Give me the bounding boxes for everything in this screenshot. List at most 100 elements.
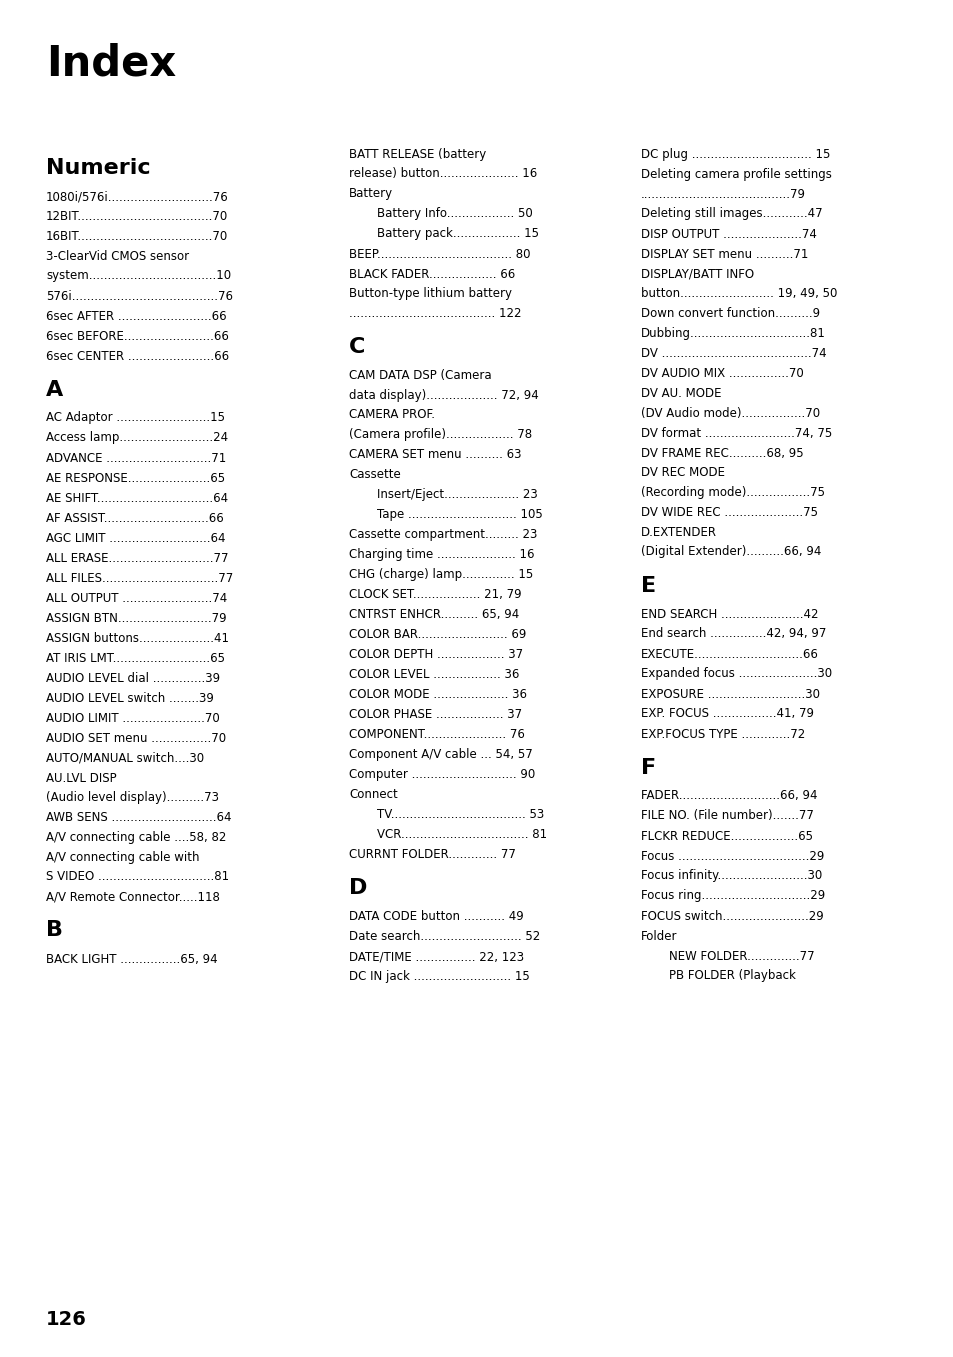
Text: 576i.......................................76: 576i....................................…	[46, 289, 233, 303]
Text: A/V connecting cable ....58, 82: A/V connecting cable ....58, 82	[46, 830, 226, 844]
Text: AE SHIFT...............................64: AE SHIFT...............................6…	[46, 491, 228, 505]
Text: BLACK FADER.................. 66: BLACK FADER.................. 66	[349, 267, 515, 281]
Text: C: C	[349, 337, 365, 357]
Text: DISPLAY SET menu ..........71: DISPLAY SET menu ..........71	[640, 247, 807, 261]
Text: EXPOSURE ..........................30: EXPOSURE ..........................30	[640, 688, 820, 700]
Text: B: B	[46, 920, 63, 940]
Text: 12BIT....................................70: 12BIT...................................…	[46, 210, 228, 223]
Text: BEEP.................................... 80: BEEP....................................…	[349, 247, 530, 261]
Text: AUTO/MANUAL switch....30: AUTO/MANUAL switch....30	[46, 752, 204, 764]
Text: 126: 126	[46, 1310, 87, 1329]
Text: Insert/Eject.................... 23: Insert/Eject.................... 23	[376, 489, 537, 501]
Text: DV AUDIO MIX ................70: DV AUDIO MIX ................70	[640, 366, 803, 380]
Text: COLOR DEPTH .................. 37: COLOR DEPTH .................. 37	[349, 649, 522, 661]
Text: Charging time ..................... 16: Charging time ..................... 16	[349, 548, 534, 560]
Text: DV ........................................74: DV .....................................…	[640, 347, 825, 360]
Text: COMPONENT...................... 76: COMPONENT...................... 76	[349, 727, 524, 741]
Text: DV REC MODE: DV REC MODE	[640, 467, 724, 479]
Text: ADVANCE ............................71: ADVANCE ............................71	[46, 452, 226, 464]
Text: DISP OUTPUT .....................74: DISP OUTPUT .....................74	[640, 228, 816, 240]
Text: AF ASSIST............................66: AF ASSIST............................66	[46, 512, 224, 525]
Text: Index: Index	[46, 42, 176, 84]
Text: A: A	[46, 380, 63, 399]
Text: DV WIDE REC .....................75: DV WIDE REC .....................75	[640, 506, 817, 518]
Text: release) button..................... 16: release) button..................... 16	[349, 167, 537, 180]
Text: AT IRIS LMT..........................65: AT IRIS LMT..........................65	[46, 651, 225, 665]
Text: End search ...............42, 94, 97: End search ...............42, 94, 97	[640, 627, 825, 641]
Text: (Recording mode).................75: (Recording mode).................75	[640, 486, 824, 499]
Text: ASSIGN buttons....................41: ASSIGN buttons....................41	[46, 631, 229, 645]
Text: Focus ...................................29: Focus ..................................…	[640, 849, 823, 863]
Text: CLOCK SET.................. 21, 79: CLOCK SET.................. 21, 79	[349, 588, 521, 601]
Text: AC Adaptor .........................15: AC Adaptor .........................15	[46, 411, 225, 425]
Text: DV format ........................74, 75: DV format ........................74, 75	[640, 426, 831, 440]
Text: Focus infinity........................30: Focus infinity........................30	[640, 870, 821, 882]
Text: EXP.FOCUS TYPE .............72: EXP.FOCUS TYPE .............72	[640, 727, 804, 741]
Text: (Audio level display)..........73: (Audio level display)..........73	[46, 791, 219, 803]
Text: data display)................... 72, 94: data display)................... 72, 94	[349, 388, 538, 402]
Text: (Digital Extender)..........66, 94: (Digital Extender)..........66, 94	[640, 546, 821, 559]
Text: AUDIO LEVEL switch ........39: AUDIO LEVEL switch ........39	[46, 692, 213, 704]
Text: DV FRAME REC..........68, 95: DV FRAME REC..........68, 95	[640, 446, 802, 460]
Text: CHG (charge) lamp.............. 15: CHG (charge) lamp.............. 15	[349, 569, 533, 581]
Text: AWB SENS ............................64: AWB SENS ............................64	[46, 811, 232, 824]
Text: 6sec AFTER .........................66: 6sec AFTER .........................66	[46, 309, 227, 323]
Text: Folder: Folder	[640, 930, 677, 943]
Text: COLOR MODE .................... 36: COLOR MODE .................... 36	[349, 688, 526, 702]
Text: CURRNT FOLDER............. 77: CURRNT FOLDER............. 77	[349, 848, 516, 860]
Text: AGC LIMIT ...........................64: AGC LIMIT ...........................64	[46, 532, 225, 544]
Text: ....................................... 122: ....................................... …	[349, 307, 521, 320]
Text: COLOR BAR........................ 69: COLOR BAR........................ 69	[349, 628, 526, 641]
Text: Focus ring.............................29: Focus ring.............................2…	[640, 889, 824, 902]
Text: A/V connecting cable with: A/V connecting cable with	[46, 851, 199, 864]
Text: Dubbing................................81: Dubbing................................8…	[640, 327, 825, 341]
Text: Date search........................... 52: Date search........................... 5…	[349, 930, 539, 943]
Text: Deleting still images............47: Deleting still images............47	[640, 208, 821, 220]
Text: DATA CODE button ........... 49: DATA CODE button ........... 49	[349, 911, 523, 923]
Text: TV.................................... 53: TV.................................... 5…	[376, 807, 543, 821]
Text: 1080i/576i............................76: 1080i/576i............................76	[46, 190, 229, 204]
Text: DISPLAY/BATT INFO: DISPLAY/BATT INFO	[640, 267, 753, 281]
Text: DC plug ................................ 15: DC plug ................................…	[640, 148, 829, 161]
Text: system..................................10: system..................................…	[46, 270, 231, 282]
Text: Component A/V cable ... 54, 57: Component A/V cable ... 54, 57	[349, 748, 532, 761]
Text: ALL ERASE............................77: ALL ERASE............................77	[46, 551, 229, 565]
Text: COLOR PHASE .................. 37: COLOR PHASE .................. 37	[349, 708, 521, 721]
Text: (Camera profile).................. 78: (Camera profile).................. 78	[349, 427, 532, 441]
Text: COLOR LEVEL .................. 36: COLOR LEVEL .................. 36	[349, 668, 518, 681]
Text: 3-ClearVid CMOS sensor: 3-ClearVid CMOS sensor	[46, 250, 189, 263]
Text: END SEARCH ......................42: END SEARCH ......................42	[640, 608, 818, 620]
Text: ........................................79: ........................................…	[640, 187, 805, 201]
Text: BATT RELEASE (battery: BATT RELEASE (battery	[349, 148, 486, 161]
Text: EXECUTE.............................66: EXECUTE.............................66	[640, 647, 818, 661]
Text: ALL FILES...............................77: ALL FILES...............................…	[46, 571, 233, 585]
Text: CNTRST ENHCR.......... 65, 94: CNTRST ENHCR.......... 65, 94	[349, 608, 518, 622]
Text: FADER...........................66, 94: FADER...........................66, 94	[640, 790, 817, 802]
Text: CAMERA PROF.: CAMERA PROF.	[349, 408, 435, 422]
Text: (DV Audio mode).................70: (DV Audio mode).................70	[640, 407, 820, 419]
Text: Down convert function..........9: Down convert function..........9	[640, 307, 820, 320]
Text: Battery Info.................. 50: Battery Info.................. 50	[376, 208, 532, 220]
Text: AUDIO SET menu ................70: AUDIO SET menu ................70	[46, 731, 226, 745]
Text: A/V Remote Connector.....118: A/V Remote Connector.....118	[46, 890, 219, 904]
Text: AU.LVL DISP: AU.LVL DISP	[46, 772, 116, 784]
Text: NEW FOLDER..............77: NEW FOLDER..............77	[668, 950, 814, 962]
Text: Tape ............................. 105: Tape ............................. 105	[376, 508, 542, 521]
Text: CAMERA SET menu .......... 63: CAMERA SET menu .......... 63	[349, 448, 521, 461]
Text: FOCUS switch.......................29: FOCUS switch.......................29	[640, 909, 822, 923]
Text: Computer ............................ 90: Computer ............................ 90	[349, 768, 535, 782]
Text: FILE NO. (File number).......77: FILE NO. (File number).......77	[640, 810, 813, 822]
Text: DV AU. MODE: DV AU. MODE	[640, 387, 720, 400]
Text: AUDIO LEVEL dial ..............39: AUDIO LEVEL dial ..............39	[46, 672, 220, 684]
Text: FLCKR REDUCE..................65: FLCKR REDUCE..................65	[640, 829, 812, 843]
Text: 6sec CENTER .......................66: 6sec CENTER .......................66	[46, 350, 229, 362]
Text: D.EXTENDER: D.EXTENDER	[640, 527, 717, 539]
Text: F: F	[640, 757, 656, 778]
Text: CAM DATA DSP (Camera: CAM DATA DSP (Camera	[349, 369, 491, 383]
Text: Access lamp.........................24: Access lamp.........................24	[46, 432, 228, 445]
Text: PB FOLDER (Playback: PB FOLDER (Playback	[668, 969, 795, 982]
Text: BACK LIGHT ................65, 94: BACK LIGHT ................65, 94	[46, 953, 217, 965]
Text: VCR.................................. 81: VCR.................................. 81	[376, 828, 547, 841]
Text: ALL OUTPUT ........................74: ALL OUTPUT ........................74	[46, 592, 227, 604]
Text: 6sec BEFORE........................66: 6sec BEFORE........................66	[46, 330, 229, 342]
